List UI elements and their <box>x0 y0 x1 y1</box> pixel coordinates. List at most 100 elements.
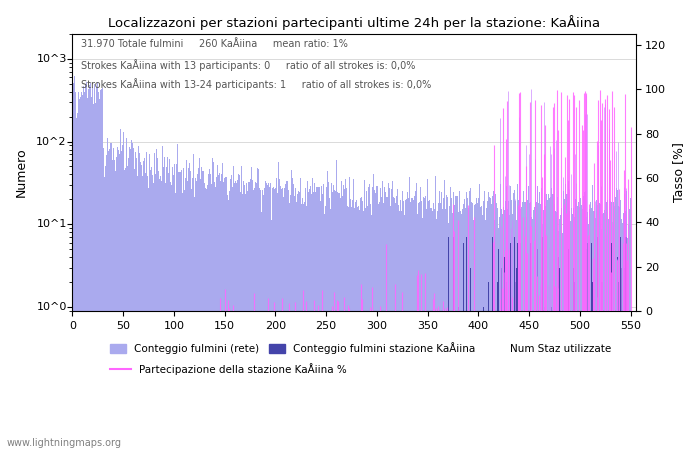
Bar <box>179 172 181 450</box>
Bar <box>127 158 129 450</box>
Bar <box>215 187 216 450</box>
Bar <box>274 189 275 450</box>
Bar <box>117 147 118 450</box>
Bar <box>270 183 271 450</box>
Bar <box>273 187 274 450</box>
Bar <box>345 179 346 450</box>
Bar <box>372 187 373 450</box>
Bar <box>499 217 500 450</box>
Bar <box>624 268 625 450</box>
Bar <box>574 282 575 450</box>
Bar <box>399 211 400 450</box>
Bar <box>531 219 533 450</box>
Bar <box>575 199 576 450</box>
Bar <box>355 202 356 450</box>
Bar <box>480 207 481 450</box>
Bar <box>181 193 183 450</box>
Bar <box>327 171 328 450</box>
Bar <box>501 209 502 450</box>
Bar <box>629 209 630 450</box>
Bar <box>485 220 486 450</box>
Bar <box>620 237 621 450</box>
Bar <box>300 178 301 450</box>
Title: Localizzazoni per stazioni partecipanti ultime 24h per la stazione: KaÅiina: Localizzazoni per stazioni partecipanti … <box>108 15 600 30</box>
Bar <box>537 249 538 450</box>
Bar <box>147 176 148 450</box>
Bar <box>440 203 441 450</box>
Bar <box>183 190 185 450</box>
Bar <box>568 249 569 450</box>
Bar <box>286 181 287 450</box>
Bar <box>221 174 222 450</box>
Bar <box>622 223 623 450</box>
Bar <box>344 189 345 450</box>
Bar <box>607 200 608 450</box>
Bar <box>126 139 127 450</box>
Bar <box>528 202 530 450</box>
Bar <box>488 282 489 450</box>
Bar <box>551 188 552 450</box>
Bar <box>438 203 440 450</box>
Bar <box>506 282 507 450</box>
Bar <box>585 191 587 450</box>
Bar <box>617 257 618 450</box>
Bar <box>377 186 379 450</box>
Bar <box>329 198 330 450</box>
Bar <box>625 211 626 450</box>
Bar <box>379 202 380 450</box>
Bar <box>115 171 116 450</box>
Bar <box>497 282 498 450</box>
Bar <box>584 192 585 450</box>
Bar <box>614 206 615 450</box>
Bar <box>612 202 614 450</box>
Bar <box>524 202 526 450</box>
Bar <box>441 192 442 450</box>
Bar <box>489 197 490 450</box>
Bar <box>278 162 279 450</box>
Bar <box>285 184 286 450</box>
Bar <box>271 220 272 450</box>
Bar <box>627 238 628 450</box>
Bar <box>75 92 76 450</box>
Bar <box>79 99 80 450</box>
Bar <box>517 243 519 450</box>
Bar <box>419 202 420 450</box>
Bar <box>617 190 618 450</box>
Bar <box>370 204 371 450</box>
Bar <box>456 196 458 450</box>
Bar <box>452 212 454 450</box>
Bar <box>492 196 493 450</box>
Bar <box>404 216 405 450</box>
Bar <box>458 191 459 450</box>
Bar <box>596 205 598 450</box>
Bar <box>481 206 482 450</box>
Bar <box>578 202 580 450</box>
Bar <box>363 212 364 450</box>
Bar <box>301 204 302 450</box>
Bar <box>422 218 423 450</box>
Bar <box>365 208 366 450</box>
Bar <box>475 204 476 450</box>
Bar <box>352 200 353 450</box>
Bar <box>445 209 447 450</box>
Bar <box>342 196 343 450</box>
Bar <box>138 146 139 450</box>
Bar <box>477 202 478 450</box>
Bar <box>483 201 484 450</box>
Bar <box>490 198 491 450</box>
Bar <box>299 192 300 450</box>
Bar <box>298 191 299 450</box>
Bar <box>580 198 581 450</box>
Bar <box>208 174 209 450</box>
Bar <box>356 200 357 450</box>
Bar <box>554 204 555 450</box>
Bar <box>461 209 463 450</box>
Bar <box>205 188 206 450</box>
Bar <box>508 201 510 450</box>
Bar <box>581 205 582 450</box>
Bar <box>210 174 211 450</box>
Bar <box>468 208 469 450</box>
Bar <box>73 83 74 450</box>
Text: 10^2: 10^2 <box>36 136 66 147</box>
Bar <box>307 181 309 450</box>
